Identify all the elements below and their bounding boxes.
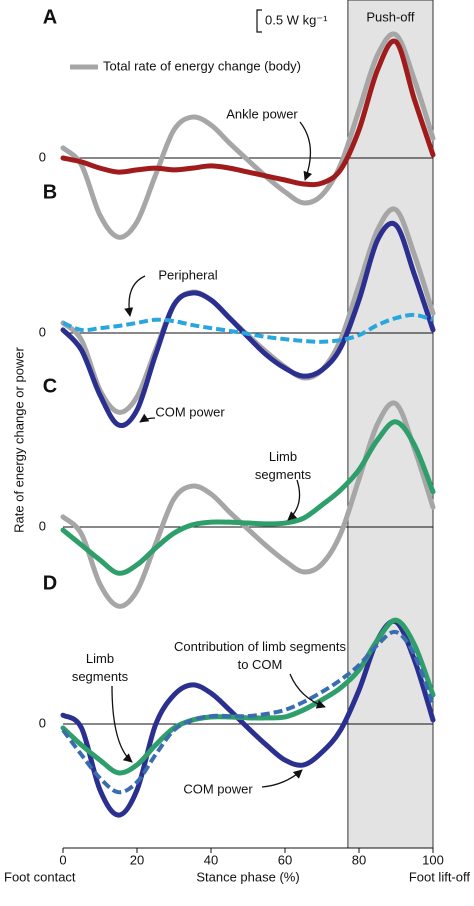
series-label: COM power: [155, 404, 225, 419]
annotation-arrow: [299, 121, 313, 181]
x-tick-label: 20: [130, 852, 144, 867]
y-tick-label: 0: [39, 149, 46, 164]
region-label: Push-off: [366, 9, 415, 24]
series-line: [60, 38, 436, 188]
x-tick-label: 0: [59, 852, 66, 867]
annotation-arrow: [124, 275, 146, 317]
annotation-arrow: [261, 769, 303, 788]
legend-label: Total rate of energy change (body): [103, 58, 301, 73]
series-line: [60, 220, 436, 429]
y-axis-label: Rate of energy change or power: [11, 346, 26, 532]
series-line: [61, 629, 435, 795]
panel-label: A: [43, 6, 57, 28]
annotation-arrow: [289, 673, 326, 709]
series-label: Limb segments: [72, 651, 129, 684]
x-tick-label: 80: [352, 852, 366, 867]
series-label: COM power: [183, 781, 253, 796]
y-tick-label: 0: [39, 715, 46, 730]
series-line: [60, 400, 436, 609]
series-label: Ankle power: [226, 106, 298, 121]
scale-bar: [256, 9, 262, 33]
y-tick-label: 0: [39, 324, 46, 339]
x-end-label: Foot lift-off: [409, 869, 471, 884]
series-label: Limb segments: [255, 449, 312, 482]
series-line: [60, 419, 436, 576]
x-start-label: Foot contact: [4, 869, 76, 884]
annotation-arrow: [287, 479, 301, 521]
scale-bar-label: 0.5 W kg⁻¹: [265, 12, 328, 27]
panel-label: B: [43, 181, 57, 203]
series-line: [60, 31, 436, 240]
x-tick-label: 60: [278, 852, 292, 867]
panel-label: C: [43, 375, 57, 397]
x-axis-label: Stance phase (%): [196, 869, 299, 884]
x-tick-label: 100: [422, 852, 444, 867]
series-label: Peripheral: [158, 267, 217, 282]
series-label: Contribution of limb segments to COM: [174, 639, 346, 672]
x-tick-label: 40: [204, 852, 218, 867]
panel-label: D: [43, 572, 57, 594]
y-tick-label: 0: [39, 518, 46, 533]
series-line: [60, 618, 436, 818]
annotation-arrow: [111, 685, 133, 763]
annotation-arrow: [139, 413, 156, 423]
series-line: [62, 312, 434, 344]
